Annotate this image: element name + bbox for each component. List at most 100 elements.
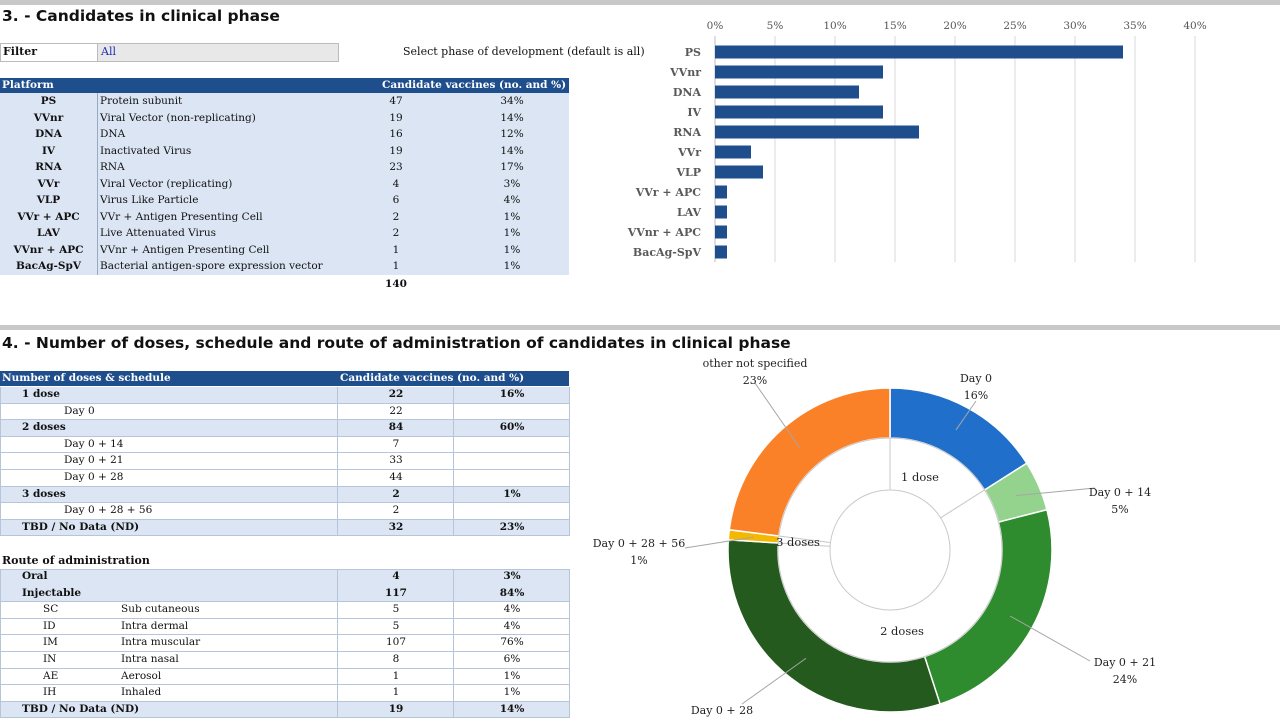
route-row [0,668,570,686]
doses-row [0,403,570,421]
route-code: Injectable [22,586,82,599]
route-name: Intra dermal [121,619,189,632]
doses-count: 33 [389,454,403,467]
route-code: AE [43,669,59,682]
doses-col-divider [337,470,338,487]
category-label: VVnr [669,66,701,79]
doses-col-divider [337,436,338,454]
platform-name: Virus Like Particle [100,194,199,206]
column-separator [97,225,98,242]
route-code: TBD / No Data (ND) [22,702,140,715]
route-row [0,569,570,587]
doses-row [0,486,570,504]
platform-table-header: Platform Candidate vaccines (no. and %) [0,78,569,93]
doses-label: 3 doses [22,487,66,500]
route-row [0,602,570,619]
doses-pct [494,436,530,453]
column-separator [97,93,98,110]
x-tick-label: 10% [823,20,846,32]
platform-code: DNA [35,128,62,140]
platform-code: IV [41,144,56,157]
doses-pct [494,403,530,420]
doses-row [0,519,570,537]
category-label: VLP [675,166,701,179]
platform-count: 16 [389,128,403,140]
platform-name: Viral Vector (non-replicating) [100,111,256,124]
route-name: Sub cutaneous [121,603,200,616]
doses-count: 44 [389,471,403,483]
platform-count: 1 [392,243,400,256]
x-tick-label: 20% [943,20,966,32]
platform-count: 1 [392,260,400,272]
doses-col-divider [453,436,454,454]
route-col-divider [337,652,338,669]
slice-label: Day 0 + 28 + 56 [593,537,686,550]
slice-label: Day 0 [960,372,992,385]
route-col-divider [337,635,338,652]
slice-pct-label: 16% [964,389,988,402]
route-col-divider [453,668,454,686]
route-count: 4 [392,570,400,582]
slice-leader-line [741,657,807,705]
route-pct: 6% [503,653,521,665]
slice-label: Day 0 + 21 [1094,656,1156,669]
doses-col-divider [337,519,338,537]
platform-pct: 4% [503,194,521,206]
route-pct: 3% [503,570,521,582]
platform-name: Protein subunit [100,95,183,107]
doses-pct: 16% [499,388,525,400]
doses-col-divider [453,503,454,520]
platform-count: 2 [392,227,400,239]
route-col-divider [453,701,454,719]
platform-name: Viral Vector (replicating) [100,177,233,190]
slice-pct-label: 23% [743,374,767,387]
slice-leader-line [955,400,977,431]
platform-code: VLP [36,194,61,206]
route-col-divider [453,618,454,636]
doses-col-divider [337,486,338,504]
route-pct: 4% [503,603,521,616]
bar [715,245,727,259]
inner-ring-label: 2 doses [880,624,924,638]
column-separator [97,109,98,126]
platform-code: VVnr + APC [13,243,84,256]
route-count: 19 [388,702,404,715]
doses-count: 84 [388,421,404,434]
route-row [0,685,570,702]
filter-select[interactable]: All [97,43,339,62]
platform-code: LAV [37,227,60,239]
platform-name: VVr + Antigen Presenting Cell [100,210,263,223]
platform-bar-chart: 0% 5% 10% 15% 20% 25% 30% 35% 40% PS VVnr DNA IV RNA V… [627,20,1207,262]
route-pct: 76% [500,636,524,649]
platform-name: RNA [100,161,125,173]
bar [715,105,883,119]
x-tick-label: 25% [1003,20,1026,32]
route-col-divider [337,668,338,686]
platform-pct: 1% [503,210,521,223]
route-count: 5 [392,619,400,632]
route-pct: 4% [503,619,521,632]
route-count: 107 [385,636,407,649]
column-separator [97,208,98,225]
platform-header: Platform [2,79,54,91]
platform-name: Inactivated Virus [100,144,192,157]
route-col-divider [453,685,454,702]
platform-total: 140 [385,278,407,290]
bar [715,45,1123,59]
doses-col-divider [453,453,454,470]
route-col-divider [337,685,338,702]
platform-code: VVr [37,177,60,190]
column-separator [97,175,98,192]
column-separator [97,258,98,275]
column-separator [97,126,98,143]
route-col-divider [337,569,338,586]
bar [715,85,859,99]
platform-name: VVnr + Antigen Presenting Cell [100,243,270,256]
platform-pct: 1% [503,243,521,256]
inner-ring-label: 1 dose [901,470,939,484]
route-count: 8 [392,653,400,665]
doses-col-divider [453,519,454,537]
route-code: IN [43,653,57,665]
doses-col-divider [453,403,454,421]
route-pct: 84% [499,586,525,599]
